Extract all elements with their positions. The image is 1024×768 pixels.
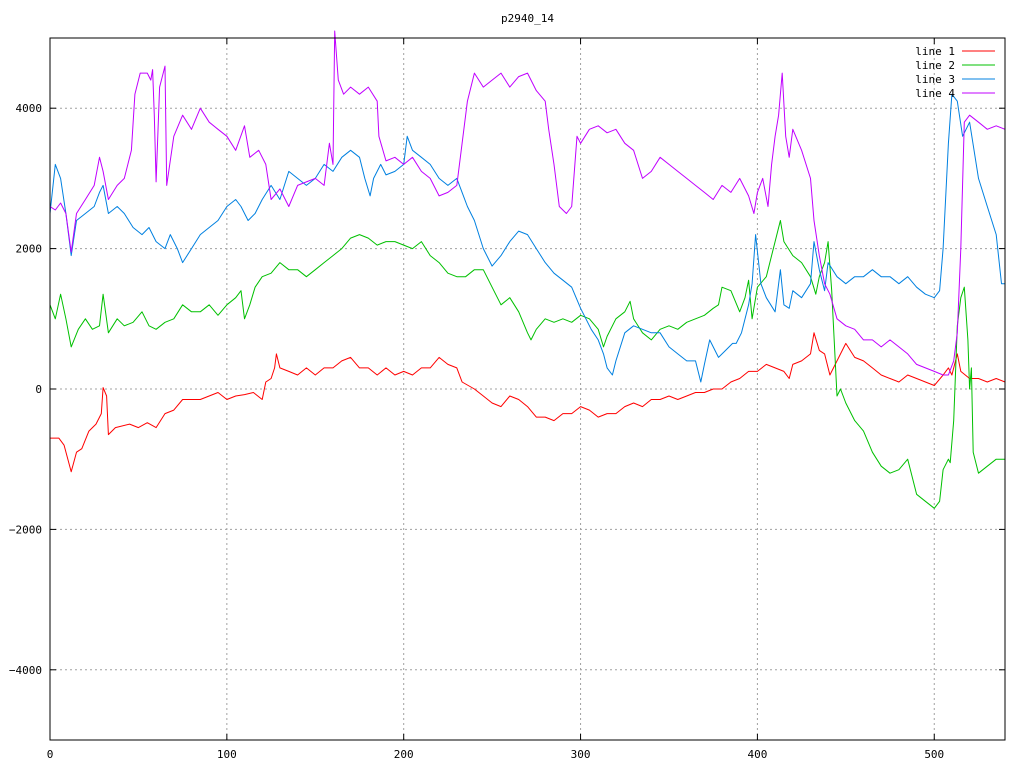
y-tick-label: −4000 [9,664,42,677]
x-tick-label: 300 [571,748,591,761]
x-tick-label: 500 [924,748,944,761]
grid [50,38,1005,740]
axis-ticks: 0 100 200 300 400 500 −4000 −2000 0 2000 4000 [9,38,1005,761]
chart-title: p2940_14 [501,12,554,25]
x-tick-label: 200 [394,748,414,761]
y-tick-label: −2000 [9,523,42,536]
series-line-1 [50,332,1006,473]
legend-label-1: line 1 [915,45,955,58]
series-layer [49,30,1006,509]
legend-label-2: line 2 [915,59,955,72]
x-tick-label: 0 [47,748,54,761]
x-tick-label: 400 [747,748,767,761]
legend-label-3: line 3 [915,73,955,86]
series-line-3 [49,93,1005,383]
y-tick-label: 4000 [16,102,43,115]
y-tick-label: 2000 [16,243,43,256]
y-tick-label: 0 [35,383,42,396]
series-line-4 [49,30,1006,376]
x-tick-label: 100 [217,748,237,761]
legend-label-4: line 4 [915,87,955,100]
series-line-2 [49,220,1005,509]
